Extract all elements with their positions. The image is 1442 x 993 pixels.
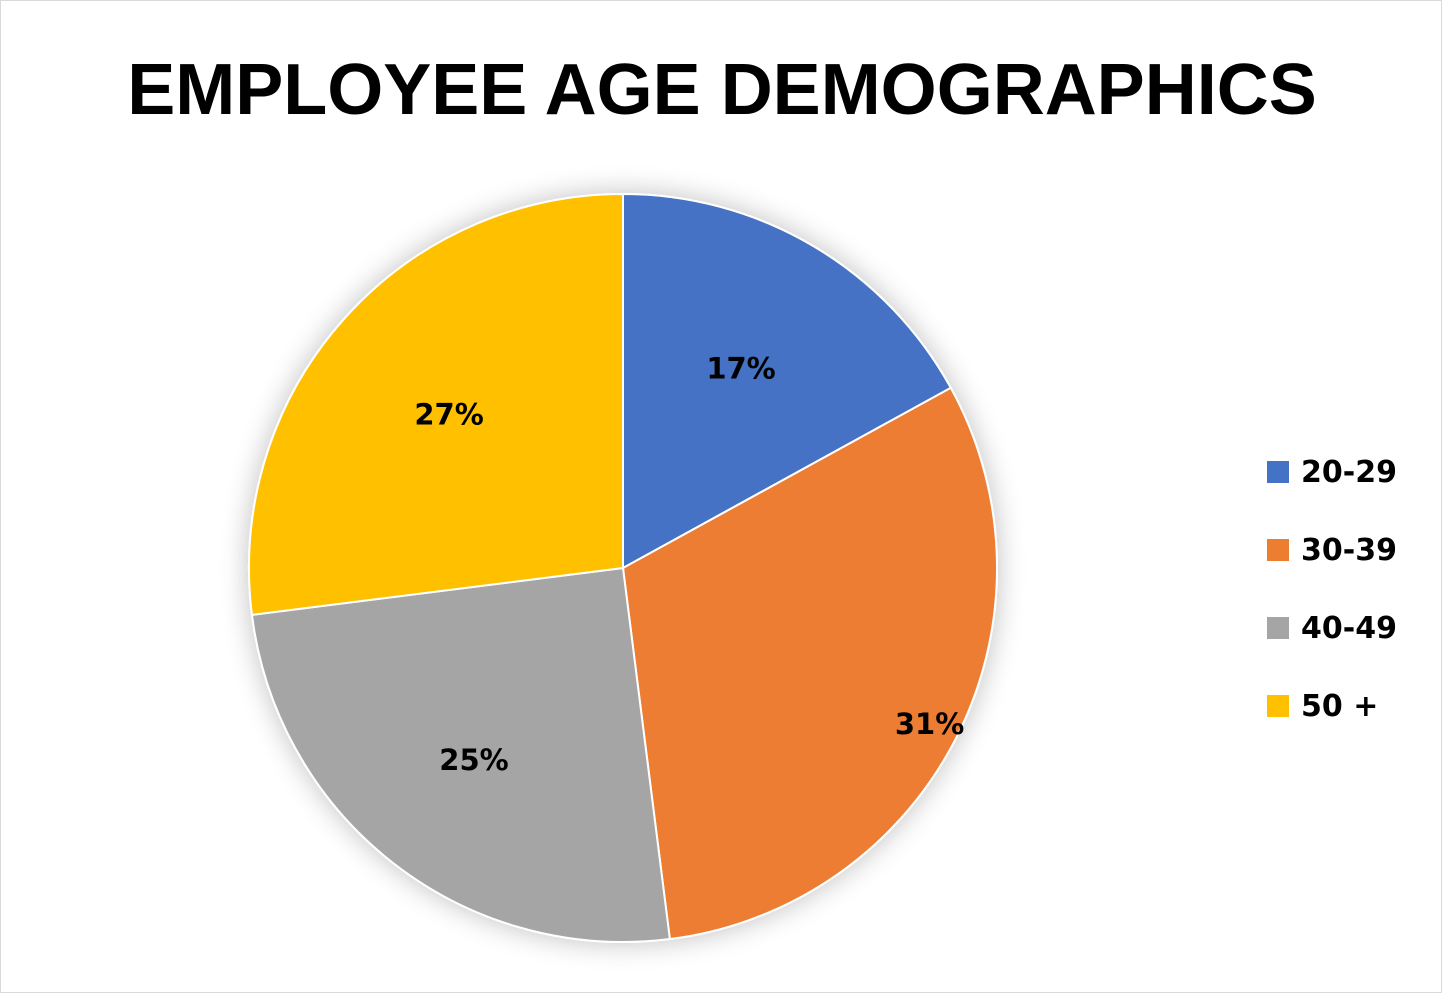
data-label: 31% xyxy=(895,707,964,741)
legend-item: 20-29 xyxy=(1267,433,1397,511)
chart-title: EMPLOYEE AGE DEMOGRAPHICS xyxy=(127,50,1317,130)
legend-swatch xyxy=(1267,461,1289,483)
data-label: 27% xyxy=(414,398,483,432)
data-label: 17% xyxy=(706,351,775,385)
legend: 20-29 30-39 40-49 50 + xyxy=(1267,433,1397,745)
pie-slice-40-49 xyxy=(250,566,671,943)
legend-swatch xyxy=(1267,617,1289,639)
legend-label: 30-39 xyxy=(1301,532,1397,568)
legend-item: 50 + xyxy=(1267,667,1397,745)
legend-swatch xyxy=(1267,539,1289,561)
legend-swatch xyxy=(1267,695,1289,717)
legend-label: 40-49 xyxy=(1301,610,1397,646)
pie-slice-30-39 xyxy=(621,386,998,941)
legend-item: 40-49 xyxy=(1267,589,1397,667)
pie-slice-50 xyxy=(248,192,624,616)
data-label: 25% xyxy=(439,743,508,777)
legend-item: 30-39 xyxy=(1267,511,1397,589)
pie-slice-20-29 xyxy=(622,192,953,570)
legend-label: 50 + xyxy=(1301,688,1379,724)
legend-label: 20-29 xyxy=(1301,454,1397,490)
